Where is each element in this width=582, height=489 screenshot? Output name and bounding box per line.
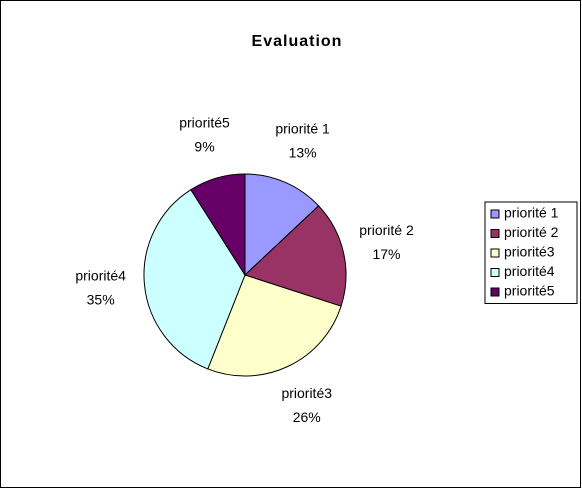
legend-box — [484, 201, 578, 304]
slice-label: priorité4 — [75, 267, 126, 283]
legend-swatch — [490, 229, 500, 238]
slice-label: priorité3 — [281, 385, 332, 401]
pie-slice — [143, 189, 246, 370]
legend-label: priorité3 — [504, 244, 555, 260]
legend-label: priorité5 — [504, 283, 555, 299]
slice-label: priorité 2 — [359, 222, 414, 238]
legend-swatch — [490, 287, 500, 297]
pie-slice — [244, 205, 347, 307]
legend-label: priorité 2 — [504, 224, 559, 240]
legend-label: priorité 1 — [504, 205, 559, 221]
slice-label: priorité 1 — [275, 121, 330, 137]
chart-title: Evaluation — [252, 33, 343, 50]
legend-label: priorité4 — [504, 263, 555, 279]
slice-value-label: 35% — [87, 291, 115, 307]
slice-value-label: 26% — [293, 409, 321, 425]
legend-swatch — [490, 209, 500, 219]
pie-slice — [244, 173, 320, 277]
slice-label: priorité5 — [179, 114, 230, 130]
legend-swatch — [490, 248, 500, 258]
legend-swatch — [490, 268, 500, 277]
slice-value-label: 17% — [372, 246, 400, 262]
pie-slice — [207, 274, 342, 377]
pie-slice — [190, 173, 246, 277]
slice-value-label: 9% — [194, 138, 214, 154]
slice-value-label: 13% — [289, 145, 317, 161]
